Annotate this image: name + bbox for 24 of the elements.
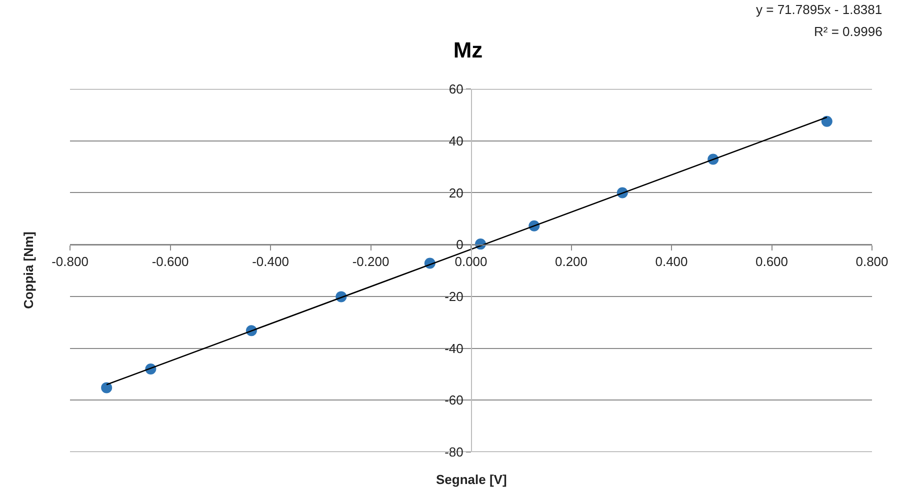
y-tick-label: -60 xyxy=(444,392,464,408)
x-axis-title: Segnale [V] xyxy=(436,472,507,487)
y-tick-label: 40 xyxy=(448,133,464,148)
x-tick-label: -0.200 xyxy=(352,254,390,270)
chart-title: Mz xyxy=(453,37,483,62)
y-tick-label: -20 xyxy=(444,288,464,304)
y-tick-label: 60 xyxy=(448,82,464,97)
x-tick-label: -0.600 xyxy=(152,254,189,270)
x-tick-label: 0.400 xyxy=(655,254,688,270)
x-tick-label: 0.200 xyxy=(554,254,588,270)
x-tick-label: 0.000 xyxy=(454,254,488,270)
y-tick-label: 0 xyxy=(456,237,464,252)
y-tick-label: -80 xyxy=(444,444,464,460)
text: y = 71.7895x - 1.8381 xyxy=(756,2,882,17)
point xyxy=(101,382,112,394)
x-tick-label: 0.800 xyxy=(856,254,888,270)
text: R² = 0.9996 xyxy=(814,24,882,39)
y-tick-label: -40 xyxy=(444,340,464,356)
x-tick-label: -0.400 xyxy=(252,254,289,270)
x-tick-label: 0.600 xyxy=(755,254,788,270)
y-tick-label: 20 xyxy=(448,185,464,200)
point xyxy=(821,116,832,127)
x-tick-label: -0.800 xyxy=(52,254,88,270)
y-axis-title: Coppia [Nm] xyxy=(20,232,36,309)
